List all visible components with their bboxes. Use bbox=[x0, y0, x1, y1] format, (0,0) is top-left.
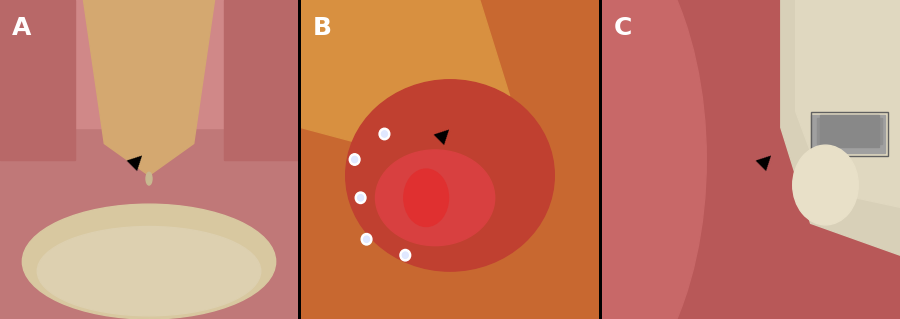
Circle shape bbox=[356, 192, 366, 204]
Ellipse shape bbox=[375, 150, 495, 246]
Ellipse shape bbox=[438, 0, 706, 319]
Polygon shape bbox=[796, 0, 900, 207]
Bar bbox=[811, 115, 885, 153]
Circle shape bbox=[402, 252, 409, 258]
Circle shape bbox=[352, 156, 357, 163]
Circle shape bbox=[357, 195, 364, 201]
Ellipse shape bbox=[37, 226, 261, 316]
Ellipse shape bbox=[146, 172, 152, 185]
Circle shape bbox=[382, 131, 387, 137]
Text: C: C bbox=[614, 16, 633, 40]
Bar bbox=[811, 112, 888, 156]
Text: ▲: ▲ bbox=[125, 147, 149, 172]
Text: A: A bbox=[12, 16, 32, 40]
Circle shape bbox=[364, 236, 370, 242]
Circle shape bbox=[361, 234, 372, 245]
Ellipse shape bbox=[346, 80, 554, 271]
Ellipse shape bbox=[404, 169, 448, 226]
Ellipse shape bbox=[22, 204, 275, 319]
Text: B: B bbox=[313, 16, 332, 40]
Text: ▲: ▲ bbox=[432, 122, 456, 146]
Polygon shape bbox=[781, 0, 900, 255]
Text: ▲: ▲ bbox=[754, 147, 778, 172]
Circle shape bbox=[379, 128, 390, 140]
Bar bbox=[223, 0, 298, 160]
Bar bbox=[820, 115, 879, 147]
Bar bbox=[816, 118, 882, 144]
Ellipse shape bbox=[793, 145, 859, 225]
Polygon shape bbox=[301, 0, 509, 160]
Circle shape bbox=[400, 249, 410, 261]
Bar bbox=[0, 0, 298, 128]
Circle shape bbox=[349, 154, 360, 165]
Bar bbox=[0, 0, 75, 160]
Polygon shape bbox=[84, 0, 214, 175]
